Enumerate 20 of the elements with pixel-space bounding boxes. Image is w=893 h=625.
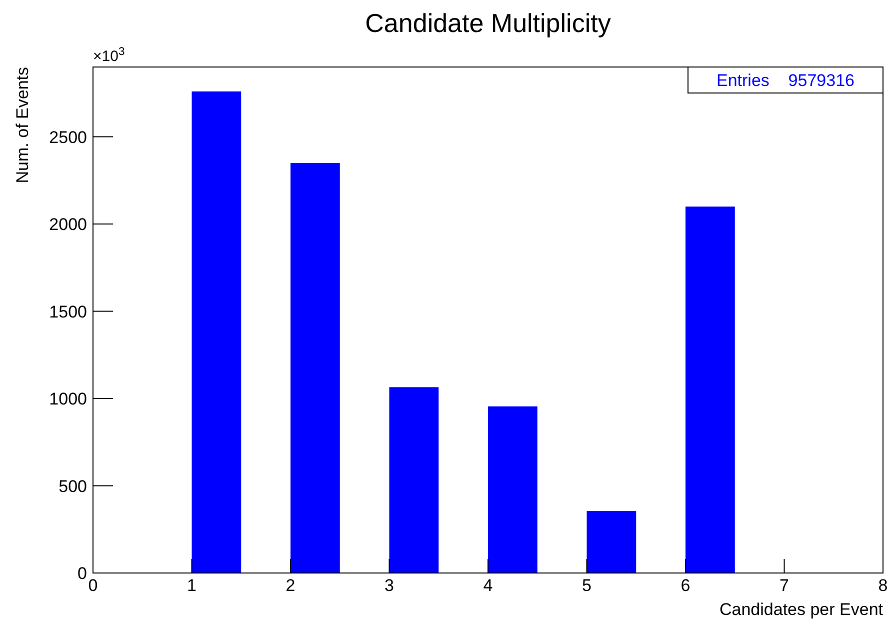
y-tick-label: 500 xyxy=(58,476,87,496)
y-tick-label: 0 xyxy=(78,564,87,583)
x-tick-label: 6 xyxy=(680,576,690,595)
stats-box: Entries 9579316 xyxy=(688,66,884,94)
x-tick-label: 3 xyxy=(384,576,394,595)
annotation: Entries 9579316 xyxy=(716,71,854,90)
x-tick-label: 7 xyxy=(780,576,789,595)
y-tick-label: 2500 xyxy=(49,128,87,147)
x-axis-title: Candidates per Event xyxy=(720,600,884,619)
y-tick-label: 1500 xyxy=(49,302,87,322)
x-tick-label: 1 xyxy=(187,576,196,595)
y-tick-label: 1000 xyxy=(49,390,87,409)
text: ×10$^{3}$ xyxy=(93,46,125,65)
x-tick-label: 2 xyxy=(286,576,296,595)
x-tick-label: 4 xyxy=(483,576,493,595)
y-axis-title: Num. of Events xyxy=(13,67,32,184)
y-tick-label: 2000 xyxy=(49,215,87,234)
chart-title: Candidate Multiplicity xyxy=(365,8,611,38)
x-tick-label: 8 xyxy=(878,576,888,595)
x-tick-label: 5 xyxy=(582,576,592,595)
